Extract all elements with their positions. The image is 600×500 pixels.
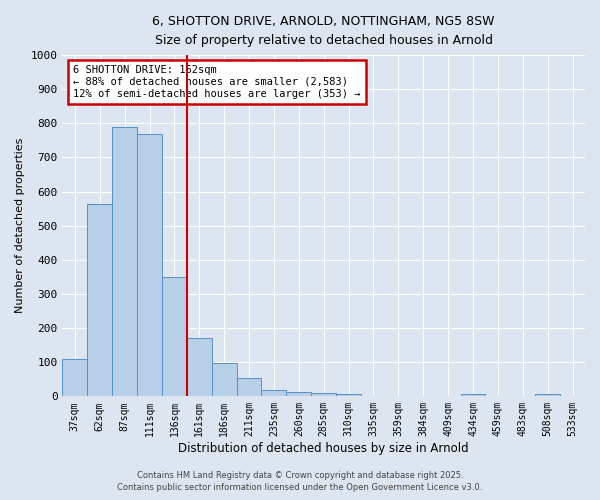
Text: Contains HM Land Registry data © Crown copyright and database right 2025.
Contai: Contains HM Land Registry data © Crown c… (118, 471, 482, 492)
Bar (262, 390, 286, 396)
X-axis label: Distribution of detached houses by size in Arnold: Distribution of detached houses by size … (178, 442, 469, 455)
Bar (286, 392, 311, 396)
Bar (187, 338, 212, 396)
Bar (112, 127, 137, 396)
Bar (62, 359, 88, 397)
Bar (311, 393, 336, 396)
Bar (137, 134, 162, 396)
Bar (162, 277, 187, 396)
Bar (461, 394, 485, 396)
Bar (236, 378, 262, 396)
Title: 6, SHOTTON DRIVE, ARNOLD, NOTTINGHAM, NG5 8SW
Size of property relative to detac: 6, SHOTTON DRIVE, ARNOLD, NOTTINGHAM, NG… (152, 15, 495, 47)
Y-axis label: Number of detached properties: Number of detached properties (15, 138, 25, 314)
Bar (212, 363, 236, 396)
Text: 6 SHOTTON DRIVE: 162sqm
← 88% of detached houses are smaller (2,583)
12% of semi: 6 SHOTTON DRIVE: 162sqm ← 88% of detache… (73, 66, 361, 98)
Bar (88, 204, 112, 396)
Bar (535, 394, 560, 396)
Bar (336, 394, 361, 396)
